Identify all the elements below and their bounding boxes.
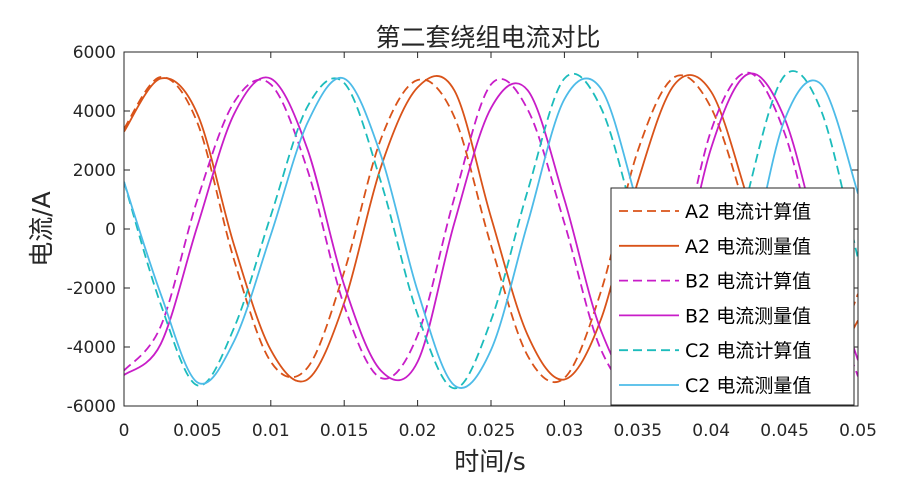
y-tick-label: -2000 [67,279,116,299]
x-axis-label: 时间/s [454,447,525,476]
x-tick-label: 0.015 [320,421,369,441]
x-tick-label: 0.035 [613,421,662,441]
x-tick-label: 0.025 [467,421,516,441]
y-tick-label: 6000 [73,43,116,63]
chart-title: 第二套绕组电流对比 [375,23,600,52]
legend-label-5: C2 电流计算值 [685,340,811,362]
legend-label-4: B2 电流测量值 [685,305,811,327]
legend-label-6: C2 电流测量值 [685,375,811,397]
x-tick-label: 0.04 [692,421,730,441]
series-line-4 [124,72,858,386]
legend-box [610,187,855,406]
y-tick-label: -4000 [67,338,116,358]
legend: A2 电流计算值 A2 电流测量值 B2 电流计算值 B2 电流测量值 C2 电流计算值… [610,187,855,406]
legend-label-1: A2 电流计算值 [685,201,811,223]
y-tick-label: 0 [105,220,116,240]
x-tick-label: 0.01 [252,421,290,441]
x-tick-label: 0 [119,421,130,441]
y-tick-label: 4000 [73,102,116,122]
x-tick-label: 0.045 [760,421,809,441]
legend-label-2: A2 电流测量值 [685,236,811,258]
axes: 0 0.005 0.01 0.015 0.02 0.025 0.03 0.035 0.04 0.0… [67,43,877,441]
legend-label-3: B2 电流计算值 [685,271,811,293]
y-tick-label: 2000 [73,161,116,181]
y-axis-label: 电流/A [27,191,56,267]
x-tick-label: 0.05 [839,421,877,441]
x-tick-label: 0.03 [545,421,583,441]
series-line-3 [124,71,858,389]
series-line-2 [124,74,858,383]
x-tick-label: 0.02 [399,421,437,441]
x-tick-label: 0.005 [173,421,222,441]
y-tick-label: -6000 [67,397,116,417]
